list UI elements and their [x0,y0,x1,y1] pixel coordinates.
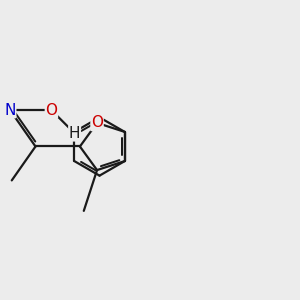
Text: O: O [91,116,103,130]
Text: O: O [45,103,57,118]
Text: N: N [4,103,16,118]
Text: H: H [69,126,80,141]
